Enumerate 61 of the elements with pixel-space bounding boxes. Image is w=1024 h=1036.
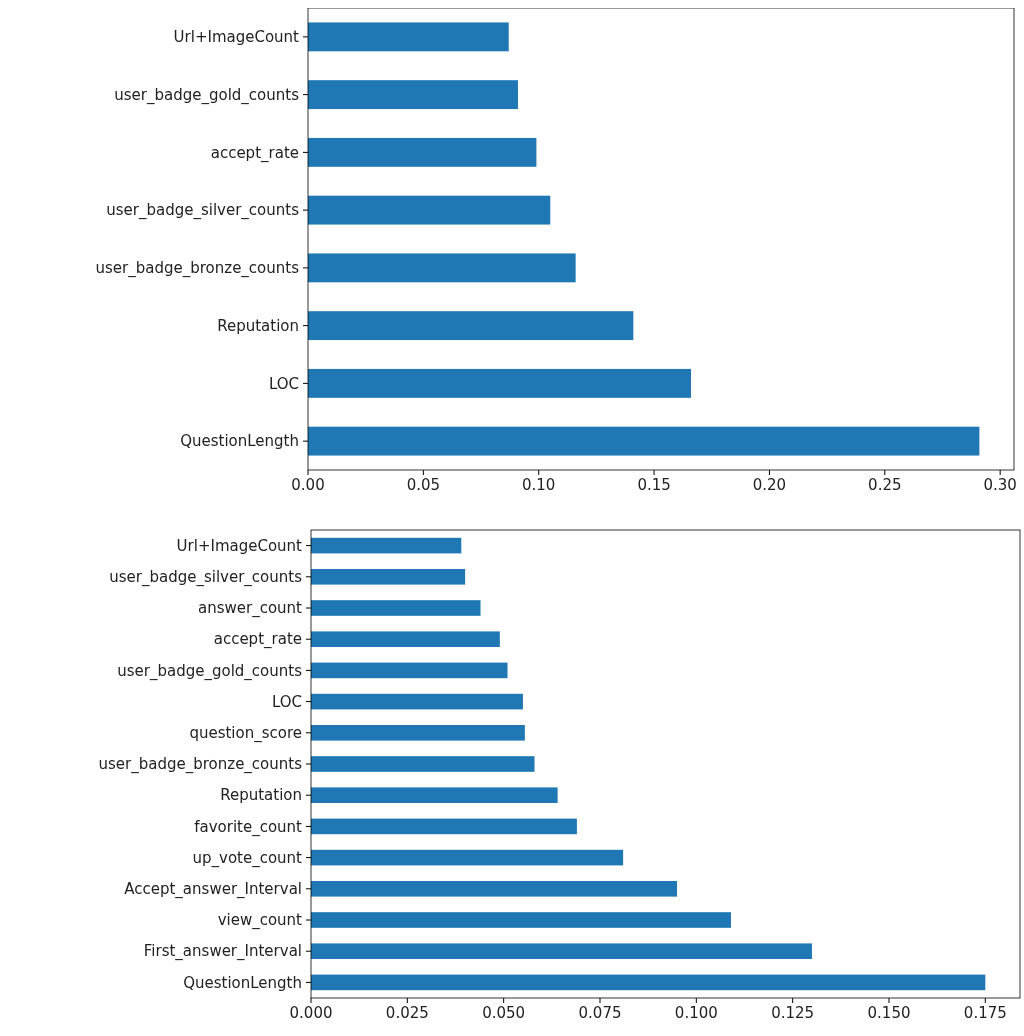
y-tick-label: Reputation: [217, 316, 299, 335]
bar: [311, 881, 678, 897]
x-tick-label: 0.00: [291, 476, 325, 494]
x-tick-label: 0.025: [385, 1004, 429, 1022]
bar: [311, 849, 624, 866]
bar: [311, 631, 500, 647]
y-tick-label: favorite_count: [194, 817, 303, 837]
bar: [311, 725, 525, 741]
y-tick-label: user_badge_silver_counts: [106, 201, 300, 221]
y-tick-label: user_badge_bronze_counts: [98, 755, 303, 775]
bar: [308, 311, 634, 341]
bar: [311, 787, 558, 803]
y-tick-label: up_vote_count: [192, 848, 303, 868]
y-tick-label: view_count: [217, 911, 303, 931]
x-tick-label: 0.050: [482, 1004, 526, 1022]
y-tick-label: accept_rate: [210, 143, 299, 163]
y-tick-label: Accept_answer_Interval: [124, 880, 302, 900]
y-tick-label: Url+ImageCount: [176, 536, 303, 555]
x-tick-label: 0.20: [752, 476, 787, 494]
bar: [311, 600, 481, 616]
bar: [311, 943, 812, 959]
bar: [311, 974, 986, 991]
y-tick-label: LOC: [271, 692, 302, 711]
x-tick-label: 0.05: [406, 476, 441, 494]
x-tick-label: 0.10: [522, 476, 556, 494]
x-tick-label: 0.100: [674, 1004, 718, 1022]
bar: [308, 195, 551, 225]
y-tick-label: QuestionLength: [183, 973, 302, 992]
x-tick-label: 0.000: [289, 1004, 333, 1022]
y-tick-label: user_badge_gold_counts: [117, 661, 303, 681]
y-tick-label: user_badge_gold_counts: [114, 85, 300, 105]
y-tick-label: LOC: [268, 374, 299, 393]
x-tick-label: 0.25: [868, 476, 902, 494]
x-tick-label: 0.30: [983, 476, 1017, 494]
y-tick-label: Url+ImageCount: [173, 28, 300, 47]
bar: [311, 756, 535, 772]
y-tick-label: question_score: [189, 724, 302, 744]
y-tick-label: user_badge_silver_counts: [109, 568, 303, 588]
bar: [311, 537, 462, 554]
bar: [311, 693, 523, 710]
bar: [311, 818, 577, 835]
y-tick-label: Reputation: [220, 786, 302, 805]
y-tick-label: user_badge_bronze_counts: [95, 259, 300, 279]
bar: [308, 22, 509, 52]
x-tick-label: 0.175: [963, 1004, 1007, 1022]
y-tick-label: QuestionLength: [180, 432, 299, 451]
y-tick-label: accept_rate: [213, 630, 302, 650]
y-tick-label: answer_count: [198, 599, 303, 619]
x-tick-label: 0.075: [578, 1004, 622, 1022]
x-tick-label: 0.15: [637, 476, 671, 494]
bar: [311, 569, 466, 585]
x-tick-label: 0.125: [771, 1004, 815, 1022]
bar: [308, 253, 576, 283]
bar: [311, 912, 732, 928]
bar: [308, 80, 518, 110]
bar: [308, 137, 537, 167]
y-tick-label: First_answer_Interval: [143, 942, 302, 962]
bar: [311, 662, 508, 679]
bar: [308, 368, 691, 398]
x-tick-label: 0.150: [867, 1004, 911, 1022]
bar: [308, 426, 980, 456]
